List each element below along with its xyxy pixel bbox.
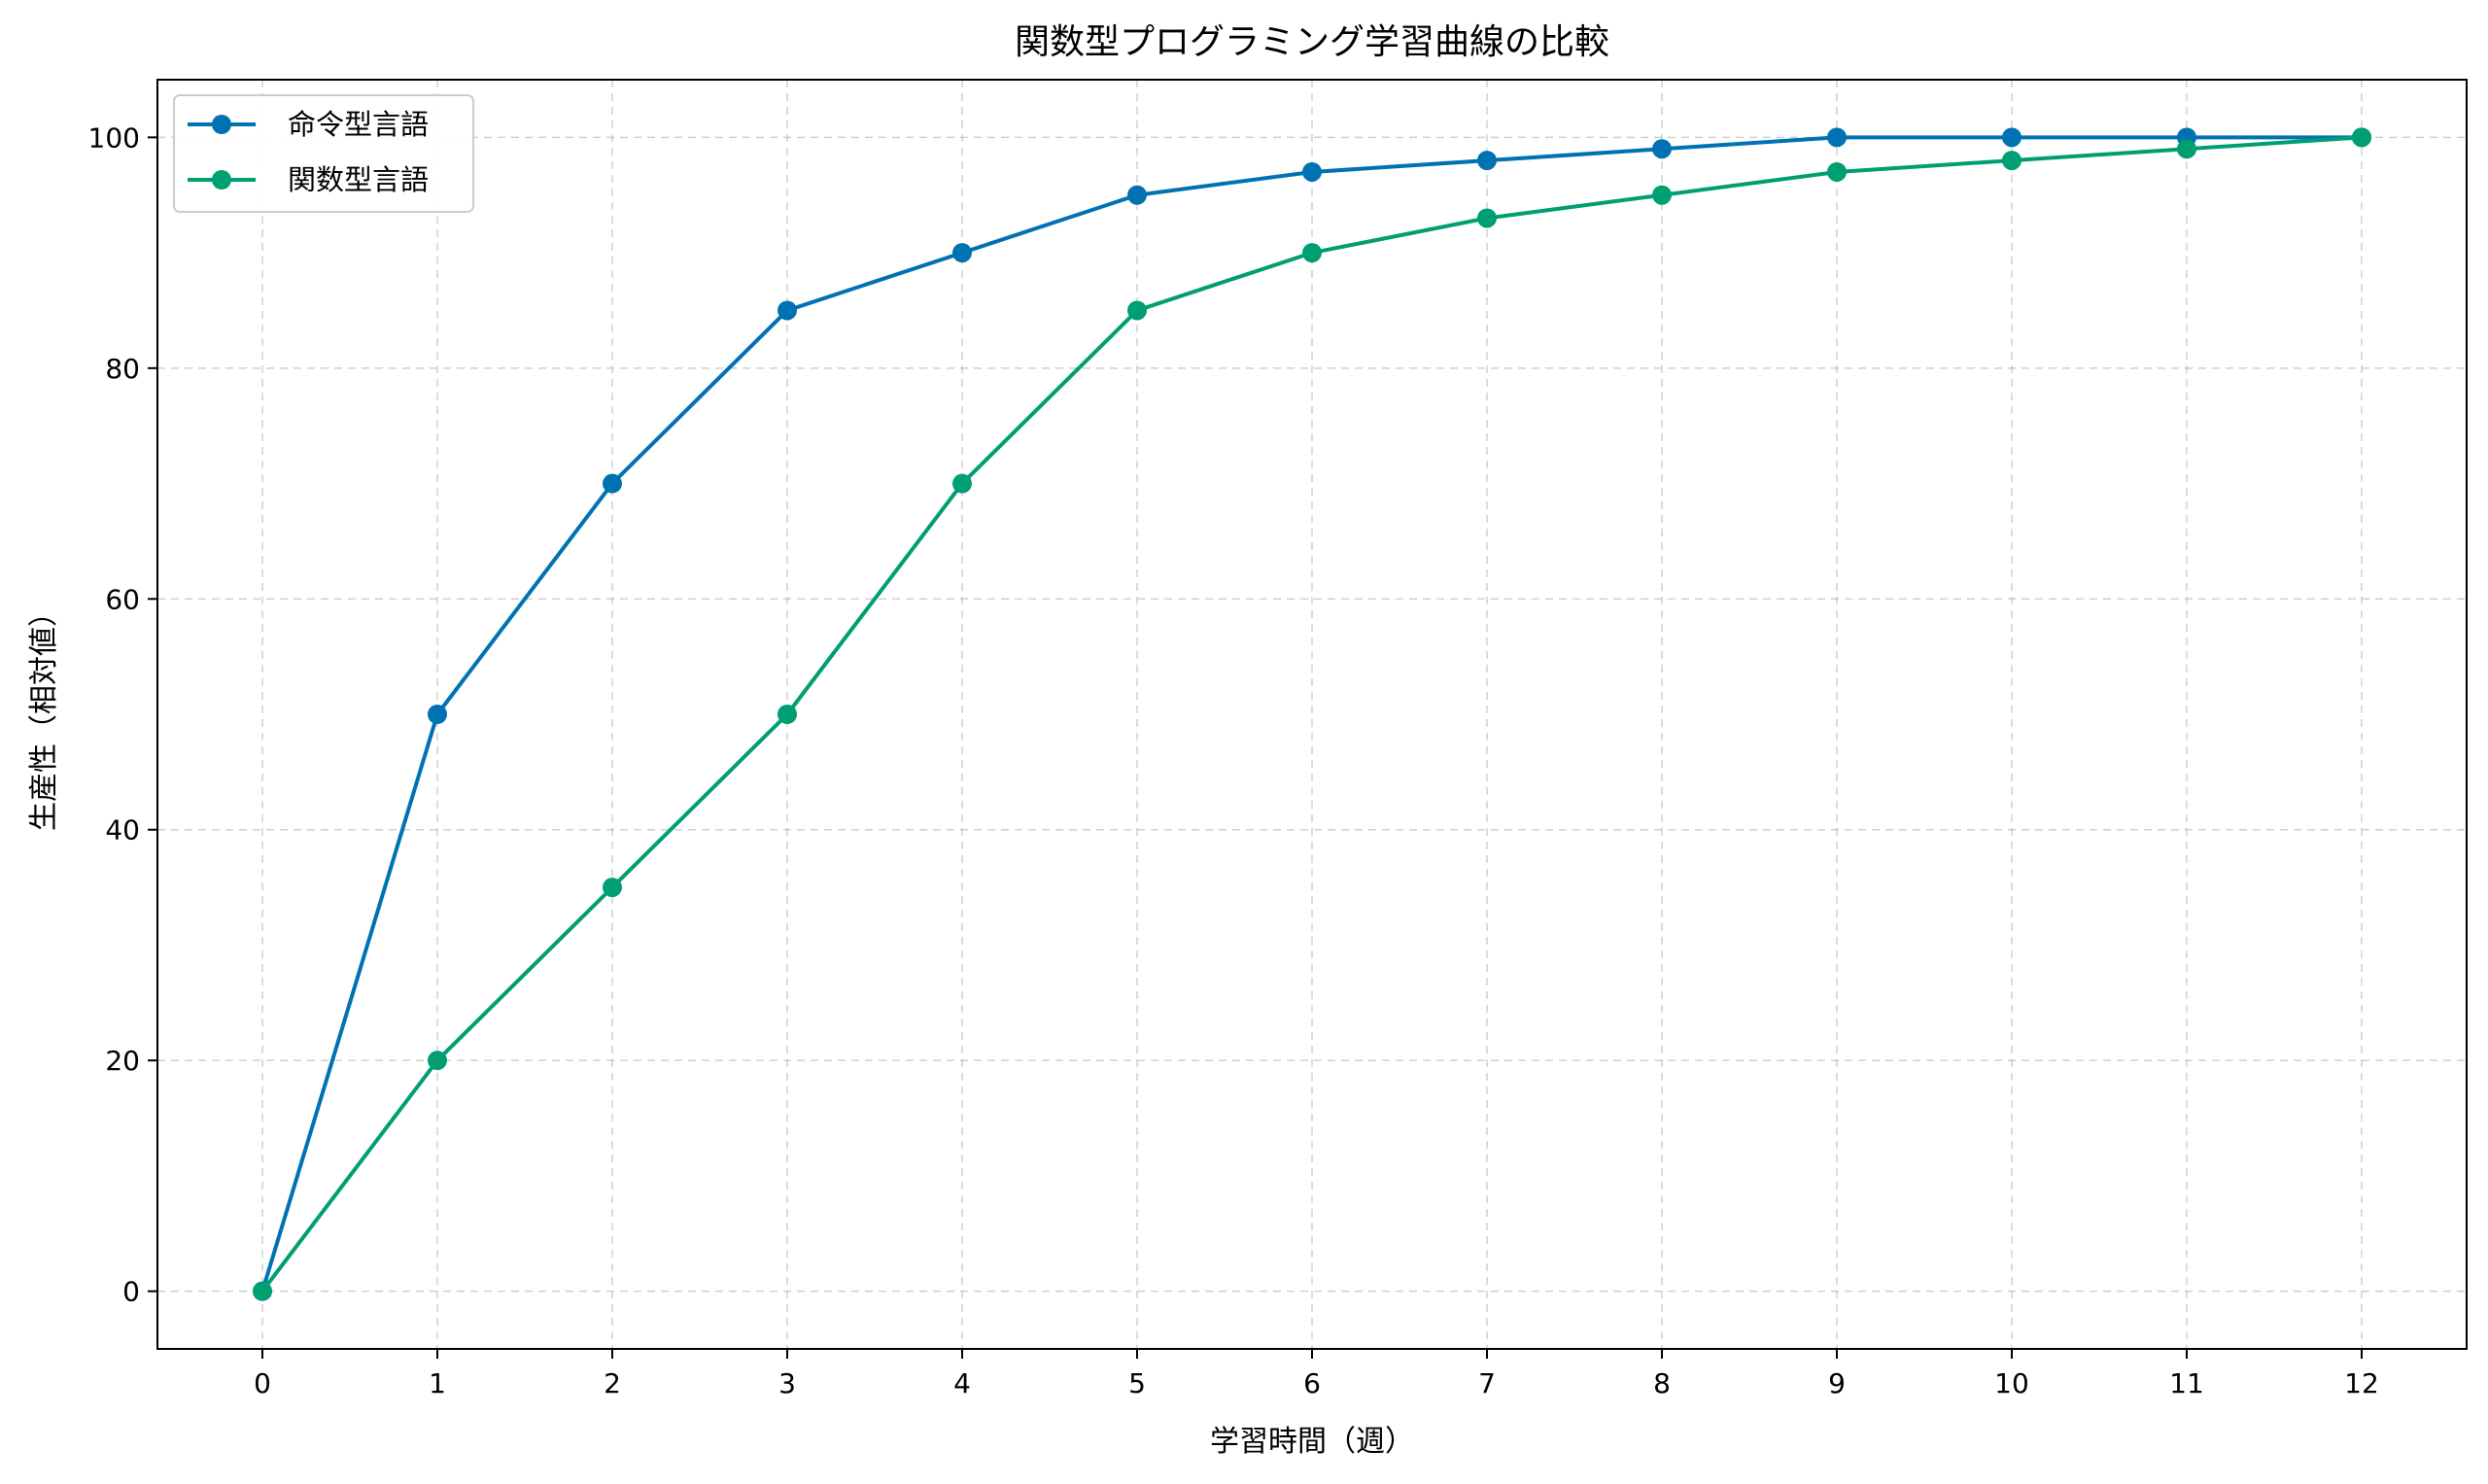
legend-marker-functional	[212, 170, 231, 190]
y-tick-label: 60	[105, 583, 140, 615]
data-point-series-1	[603, 878, 622, 898]
y-tick-label: 80	[105, 353, 140, 385]
data-point-series-1	[2002, 151, 2022, 171]
data-point-series-0	[1127, 185, 1147, 205]
y-tick-label: 100	[88, 121, 140, 154]
x-tick-label: 1	[429, 1367, 446, 1399]
x-tick-label: 6	[1303, 1367, 1321, 1399]
data-point-series-0	[1827, 127, 1847, 148]
data-point-series-0	[428, 705, 447, 724]
x-tick-label: 11	[2169, 1367, 2204, 1399]
data-point-series-1	[1827, 161, 1847, 182]
x-tick-label: 7	[1478, 1367, 1496, 1399]
x-tick-label: 5	[1128, 1367, 1146, 1399]
x-tick-label: 12	[2344, 1367, 2379, 1399]
data-point-series-0	[603, 473, 622, 494]
legend-label-functional: 関数型言語	[288, 163, 429, 196]
y-tick-label: 0	[122, 1276, 140, 1308]
data-point-series-1	[952, 473, 972, 494]
chart-title: 関数型プログラミング学習曲線の比較	[1015, 22, 1609, 62]
x-tick-label: 9	[1828, 1367, 1846, 1399]
data-point-series-1	[2177, 139, 2196, 159]
data-point-series-1	[253, 1281, 272, 1301]
data-point-series-0	[952, 243, 972, 263]
data-point-series-1	[2352, 127, 2371, 148]
gridlines	[157, 80, 2467, 1349]
y-tick-label: 40	[105, 814, 140, 846]
data-point-series-0	[1652, 139, 1672, 159]
data-point-series-0	[2002, 127, 2022, 148]
x-axis-label: 学習時間（週）	[1210, 1425, 1414, 1459]
legend: 命令型言語 関数型言語	[173, 94, 474, 213]
data-point-series-1	[778, 705, 797, 724]
legend-label-imperative: 命令型言語	[288, 108, 429, 141]
data-point-series-0	[1302, 161, 1322, 182]
data-point-series-1	[1302, 243, 1322, 263]
data-point-series-0	[778, 300, 797, 321]
data-point-series-1	[1477, 208, 1497, 228]
data-point-series-0	[1477, 151, 1497, 171]
data-point-series-1	[1652, 185, 1672, 205]
x-tick-label: 10	[1994, 1367, 2029, 1399]
x-tick-label: 4	[953, 1367, 971, 1399]
x-tick-label: 3	[778, 1367, 796, 1399]
plot-frame	[156, 79, 2468, 1350]
x-tick-label: 2	[604, 1367, 621, 1399]
legend-marker-imperative	[212, 115, 231, 134]
x-tick-label: 0	[254, 1367, 271, 1399]
data-point-series-1	[1127, 300, 1147, 321]
series-layer	[253, 127, 2371, 1301]
x-tick-label: 8	[1653, 1367, 1671, 1399]
y-tick-label: 20	[105, 1045, 140, 1077]
y-axis-label: 生産性（相対値）	[27, 598, 61, 831]
data-point-series-1	[428, 1051, 447, 1071]
